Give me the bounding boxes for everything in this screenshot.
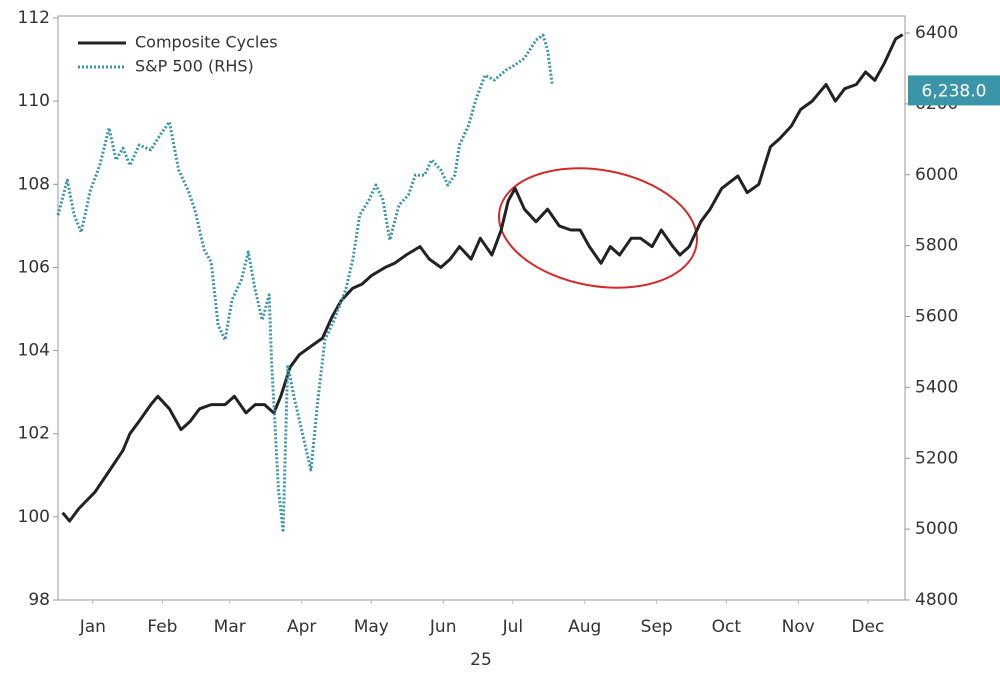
y2-tick-label: 5400 [915,377,958,397]
plot-frame [57,15,906,601]
x-tick-label: May [354,617,389,637]
highlight-circle [498,167,698,289]
y-tick-label: 110 [18,91,50,111]
x-axis-label: 25 [470,650,492,670]
x-tick-label: Jul [502,617,524,637]
legend-label: Composite Cycles [135,33,278,52]
value-box-label: 6,238.0 [922,81,987,101]
x-tick-label: Apr [287,617,316,637]
x-tick-label: Jan [79,617,106,637]
y-tick-label: 102 [18,424,50,444]
series-line [61,33,904,523]
y2-tick-label: 4800 [915,590,958,610]
x-tick-label: Jun [429,617,457,637]
x-tick-label: Aug [568,617,601,637]
value-box [908,75,1000,106]
legend-label: S&P 500 (RHS) [135,57,254,76]
y-tick-label: 106 [18,257,50,277]
x-tick-label: Sep [641,617,673,637]
y2-tick-label: 5600 [915,307,958,327]
y2-tick-label: 6000 [915,165,958,185]
y2-tick-label: 6400 [915,23,958,43]
x-tick-label: Oct [712,617,742,637]
y-tick-label: 100 [18,507,50,527]
series-line [56,33,554,532]
y2-tick-label: 5800 [915,236,958,256]
x-tick-label: Mar [214,617,246,637]
y-tick-label: 112 [18,8,50,28]
x-tick-label: Feb [147,617,177,637]
x-tick-label: Dec [851,617,884,637]
y2-tick-label: 5200 [915,448,958,468]
y-tick-label: 98 [28,590,50,610]
x-tick-label: Nov [782,617,815,637]
y2-tick-label: 5000 [915,519,958,539]
y-tick-label: 104 [18,341,50,361]
y-tick-label: 108 [18,174,50,194]
